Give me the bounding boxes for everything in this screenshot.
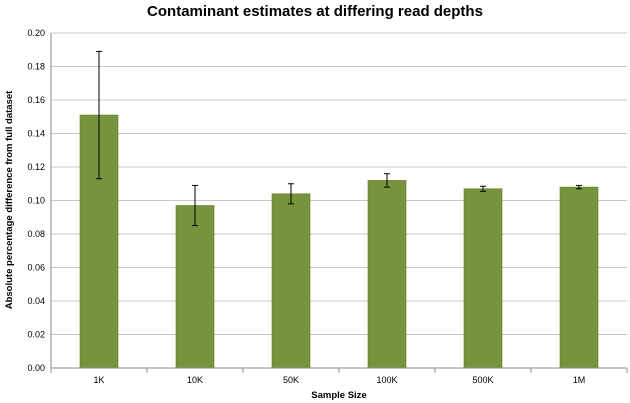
- y-tick-label: 0.02: [27, 330, 45, 340]
- error-bars: [96, 50, 582, 227]
- y-tick-label: 0.10: [27, 196, 45, 206]
- error-bar: [384, 173, 390, 188]
- x-axis-label: Sample Size: [311, 390, 366, 401]
- x-tick-label: 1K: [93, 375, 104, 385]
- bar: [559, 186, 599, 369]
- error-bar: [480, 185, 486, 192]
- x-tick-label: 10K: [187, 375, 203, 385]
- y-tick-label: 0.14: [27, 129, 45, 139]
- y-tick-label: 0.12: [27, 162, 45, 172]
- y-tick-label: 0.20: [27, 28, 45, 38]
- y-tick-label: 0.00: [27, 363, 45, 373]
- y-tick-label: 0.16: [27, 95, 45, 105]
- axes: [50, 33, 628, 373]
- y-tick-label: 0.18: [27, 62, 45, 72]
- error-bar: [192, 184, 198, 227]
- error-bar: [288, 183, 294, 205]
- bar: [175, 205, 215, 369]
- error-bar: [576, 184, 582, 190]
- y-tick-label: 0.04: [27, 296, 45, 306]
- bar: [271, 193, 311, 369]
- bar: [463, 188, 503, 369]
- bar: [367, 180, 407, 369]
- error-bar: [96, 50, 102, 180]
- x-tick-label: 50K: [283, 375, 299, 385]
- x-tick-labels: 1K 10K 50K 100K 500K 1M: [93, 375, 585, 385]
- y-tick-labels: 0.00 0.02 0.04 0.06 0.08 0.10 0.12 0.14 0.16 0.18…: [27, 28, 45, 373]
- y-tick-label: 0.06: [27, 263, 45, 273]
- y-tick-label: 0.08: [27, 229, 45, 239]
- x-tick-label: 100K: [376, 375, 397, 385]
- y-axis-label: Absolute percentage difference from full…: [4, 90, 15, 309]
- bars: [79, 114, 599, 369]
- x-tick-label: 500K: [472, 375, 493, 385]
- grid-lines: [51, 32, 627, 335]
- x-tick-label: 1M: [573, 375, 586, 385]
- chart-title: Contaminant estimates at differing read …: [147, 3, 483, 20]
